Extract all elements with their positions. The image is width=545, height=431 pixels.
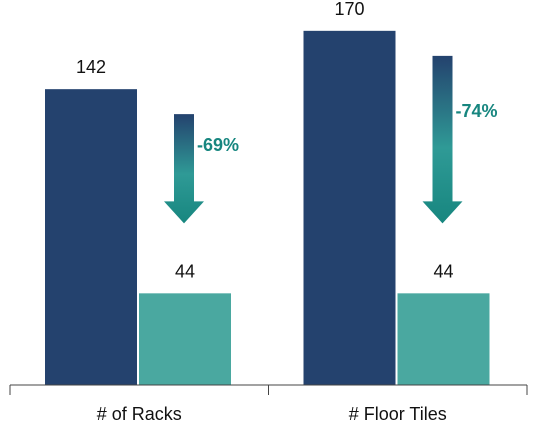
labels-layer: 142 44 # of Racks 170 44 # Floor Tiles [76, 0, 454, 424]
category-label-floor-tiles: # Floor Tiles [349, 404, 447, 424]
change-label-floor-tiles: -74% [456, 101, 498, 121]
change-label-of-racks: -69% [197, 135, 239, 155]
bar-floor-tiles-series-1 [303, 30, 396, 385]
axis-layer [9, 384, 528, 395]
data-label-of-racks-series-1: 142 [76, 57, 106, 77]
bars-layer [45, 30, 490, 386]
data-label-of-racks-series-2: 44 [175, 261, 195, 281]
data-label-floor-tiles-series-2: 44 [433, 261, 453, 281]
bar-of-racks-series-2 [139, 293, 231, 385]
bar-of-racks-series-1 [45, 89, 137, 386]
category-label-of-racks: # of Racks [97, 404, 182, 424]
arrows-layer: -69% -74% [164, 55, 498, 224]
down-arrow-icon-of-racks [164, 114, 204, 224]
down-arrow-icon-floor-tiles [422, 55, 463, 224]
bar-floor-tiles-series-2 [397, 293, 490, 385]
data-label-floor-tiles-series-1: 170 [334, 0, 364, 19]
